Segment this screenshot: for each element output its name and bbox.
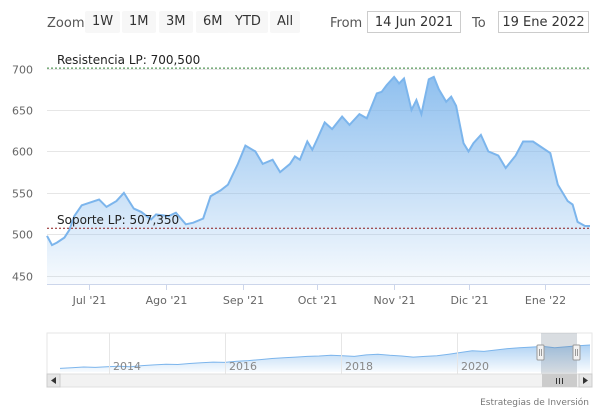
x-axis: Jul '21 Ago '21 Sep '21 Oct '21 Nov '21 Dic '… [47,284,590,307]
y-tick-label: 600 [12,146,33,159]
zoom-label: Zoom [47,16,85,31]
to-label: To [472,16,486,31]
navigator-labels: 2014 2016 2018 2020 [109,333,489,374]
zoom-button-3m[interactable]: 3M [159,11,193,33]
navigator-year-label: 2020 [461,360,489,373]
zoom-button-6m[interactable]: 6M [196,11,230,33]
navigator-left-handle[interactable] [536,344,545,361]
price-line [46,75,590,247]
y-tick-label: 700 [12,64,33,77]
navigator-year-label: 2016 [229,360,257,373]
scroll-right-arrow-icon [583,377,588,384]
y-tick-label: 550 [12,188,33,201]
scroll-left-arrow-icon [51,377,56,384]
y-tick-label: 500 [12,229,33,242]
scrollbar-grip-icon [556,378,563,384]
to-date-input[interactable]: 19 Ene 2022 [498,11,589,33]
price-area [47,76,590,285]
range-selector-toolbar: Zoom 1W 1M 3M 6M YTD All From 14 Jun 202… [0,0,601,40]
zoom-button-1w[interactable]: 1W [85,11,121,33]
navigator-year-label: 2014 [113,360,141,373]
y-tick-label: 650 [12,105,33,118]
scrollbar-track[interactable] [46,373,593,388]
scrollbar[interactable] [46,373,593,388]
annotation-label: Soporte LP: 507,350 [57,213,179,227]
annotation-layer: Resistencia LP: 700,500 Soporte LP: 507,3… [47,53,590,229]
x-tick-label: Ene '22 [525,294,566,307]
zoom-button-1m[interactable]: 1M [122,11,156,33]
from-label: From [330,16,363,31]
x-tick-label: Oct '21 [298,294,338,307]
navigator-year-label: 2018 [345,360,373,373]
y-tick-label: 450 [12,271,33,284]
zoom-button-ytd[interactable]: YTD [228,11,268,33]
from-date-input[interactable]: 14 Jun 2021 [367,11,461,33]
x-tick-label: Dic '21 [450,294,488,307]
navigator-line [59,344,591,369]
annotation-label: Resistencia LP: 700,500 [57,53,200,67]
x-tick-label: Jul '21 [72,294,107,307]
series-layer [46,75,590,285]
x-tick-label: Nov '21 [374,294,416,307]
chart-credits[interactable]: Estrategias de Inversión [480,398,589,408]
x-tick-label: Sep '21 [223,294,264,307]
y-axis: 450 500 550 600 650 700 [12,64,33,284]
x-tick-label: Ago '21 [146,294,188,307]
zoom-button-all[interactable]: All [270,11,301,33]
navigator-right-handle[interactable] [572,344,581,361]
